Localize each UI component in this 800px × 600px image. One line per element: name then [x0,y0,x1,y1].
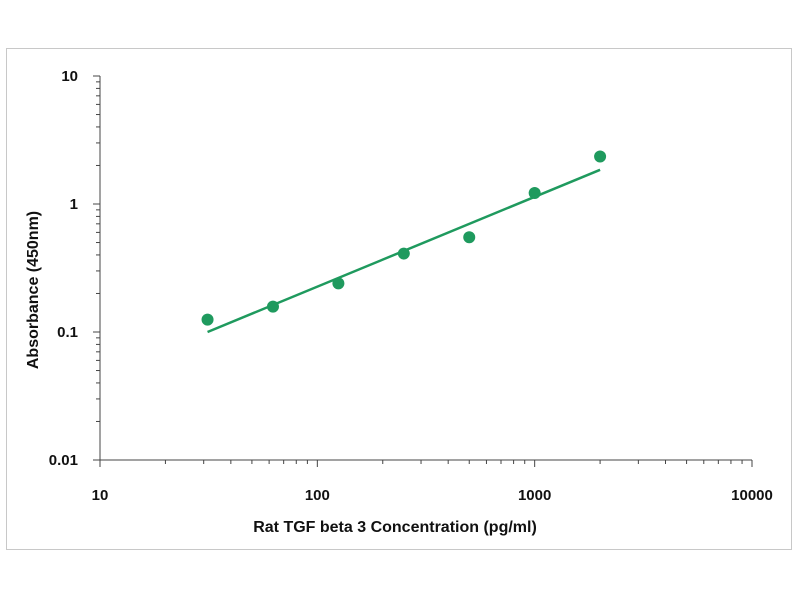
x-tick-label: 10 [92,487,109,504]
data-point [332,277,345,290]
chart-frame [6,48,792,550]
y-tick-label: 1 [70,196,78,213]
data-point [201,313,214,326]
y-tick-label: 10 [61,68,78,85]
y-axis-title: Absorbance (450nm) [25,211,42,369]
x-tick-label: 1000 [518,487,551,504]
data-points [201,150,607,326]
y-tick-label: 0.1 [57,324,78,341]
data-point [266,300,279,313]
data-point [397,247,410,260]
data-point [528,186,541,199]
axes: 10 100 1000 10000 0.01 0.1 1 10 [49,68,773,504]
data-point [594,150,607,163]
y-tick-label: 0.01 [49,452,78,469]
x-tick-label: 100 [305,487,330,504]
x-axis-title: Rat TGF beta 3 Concentration (pg/ml) [253,519,537,536]
data-point [463,231,476,244]
x-tick-label: 10000 [731,487,773,504]
